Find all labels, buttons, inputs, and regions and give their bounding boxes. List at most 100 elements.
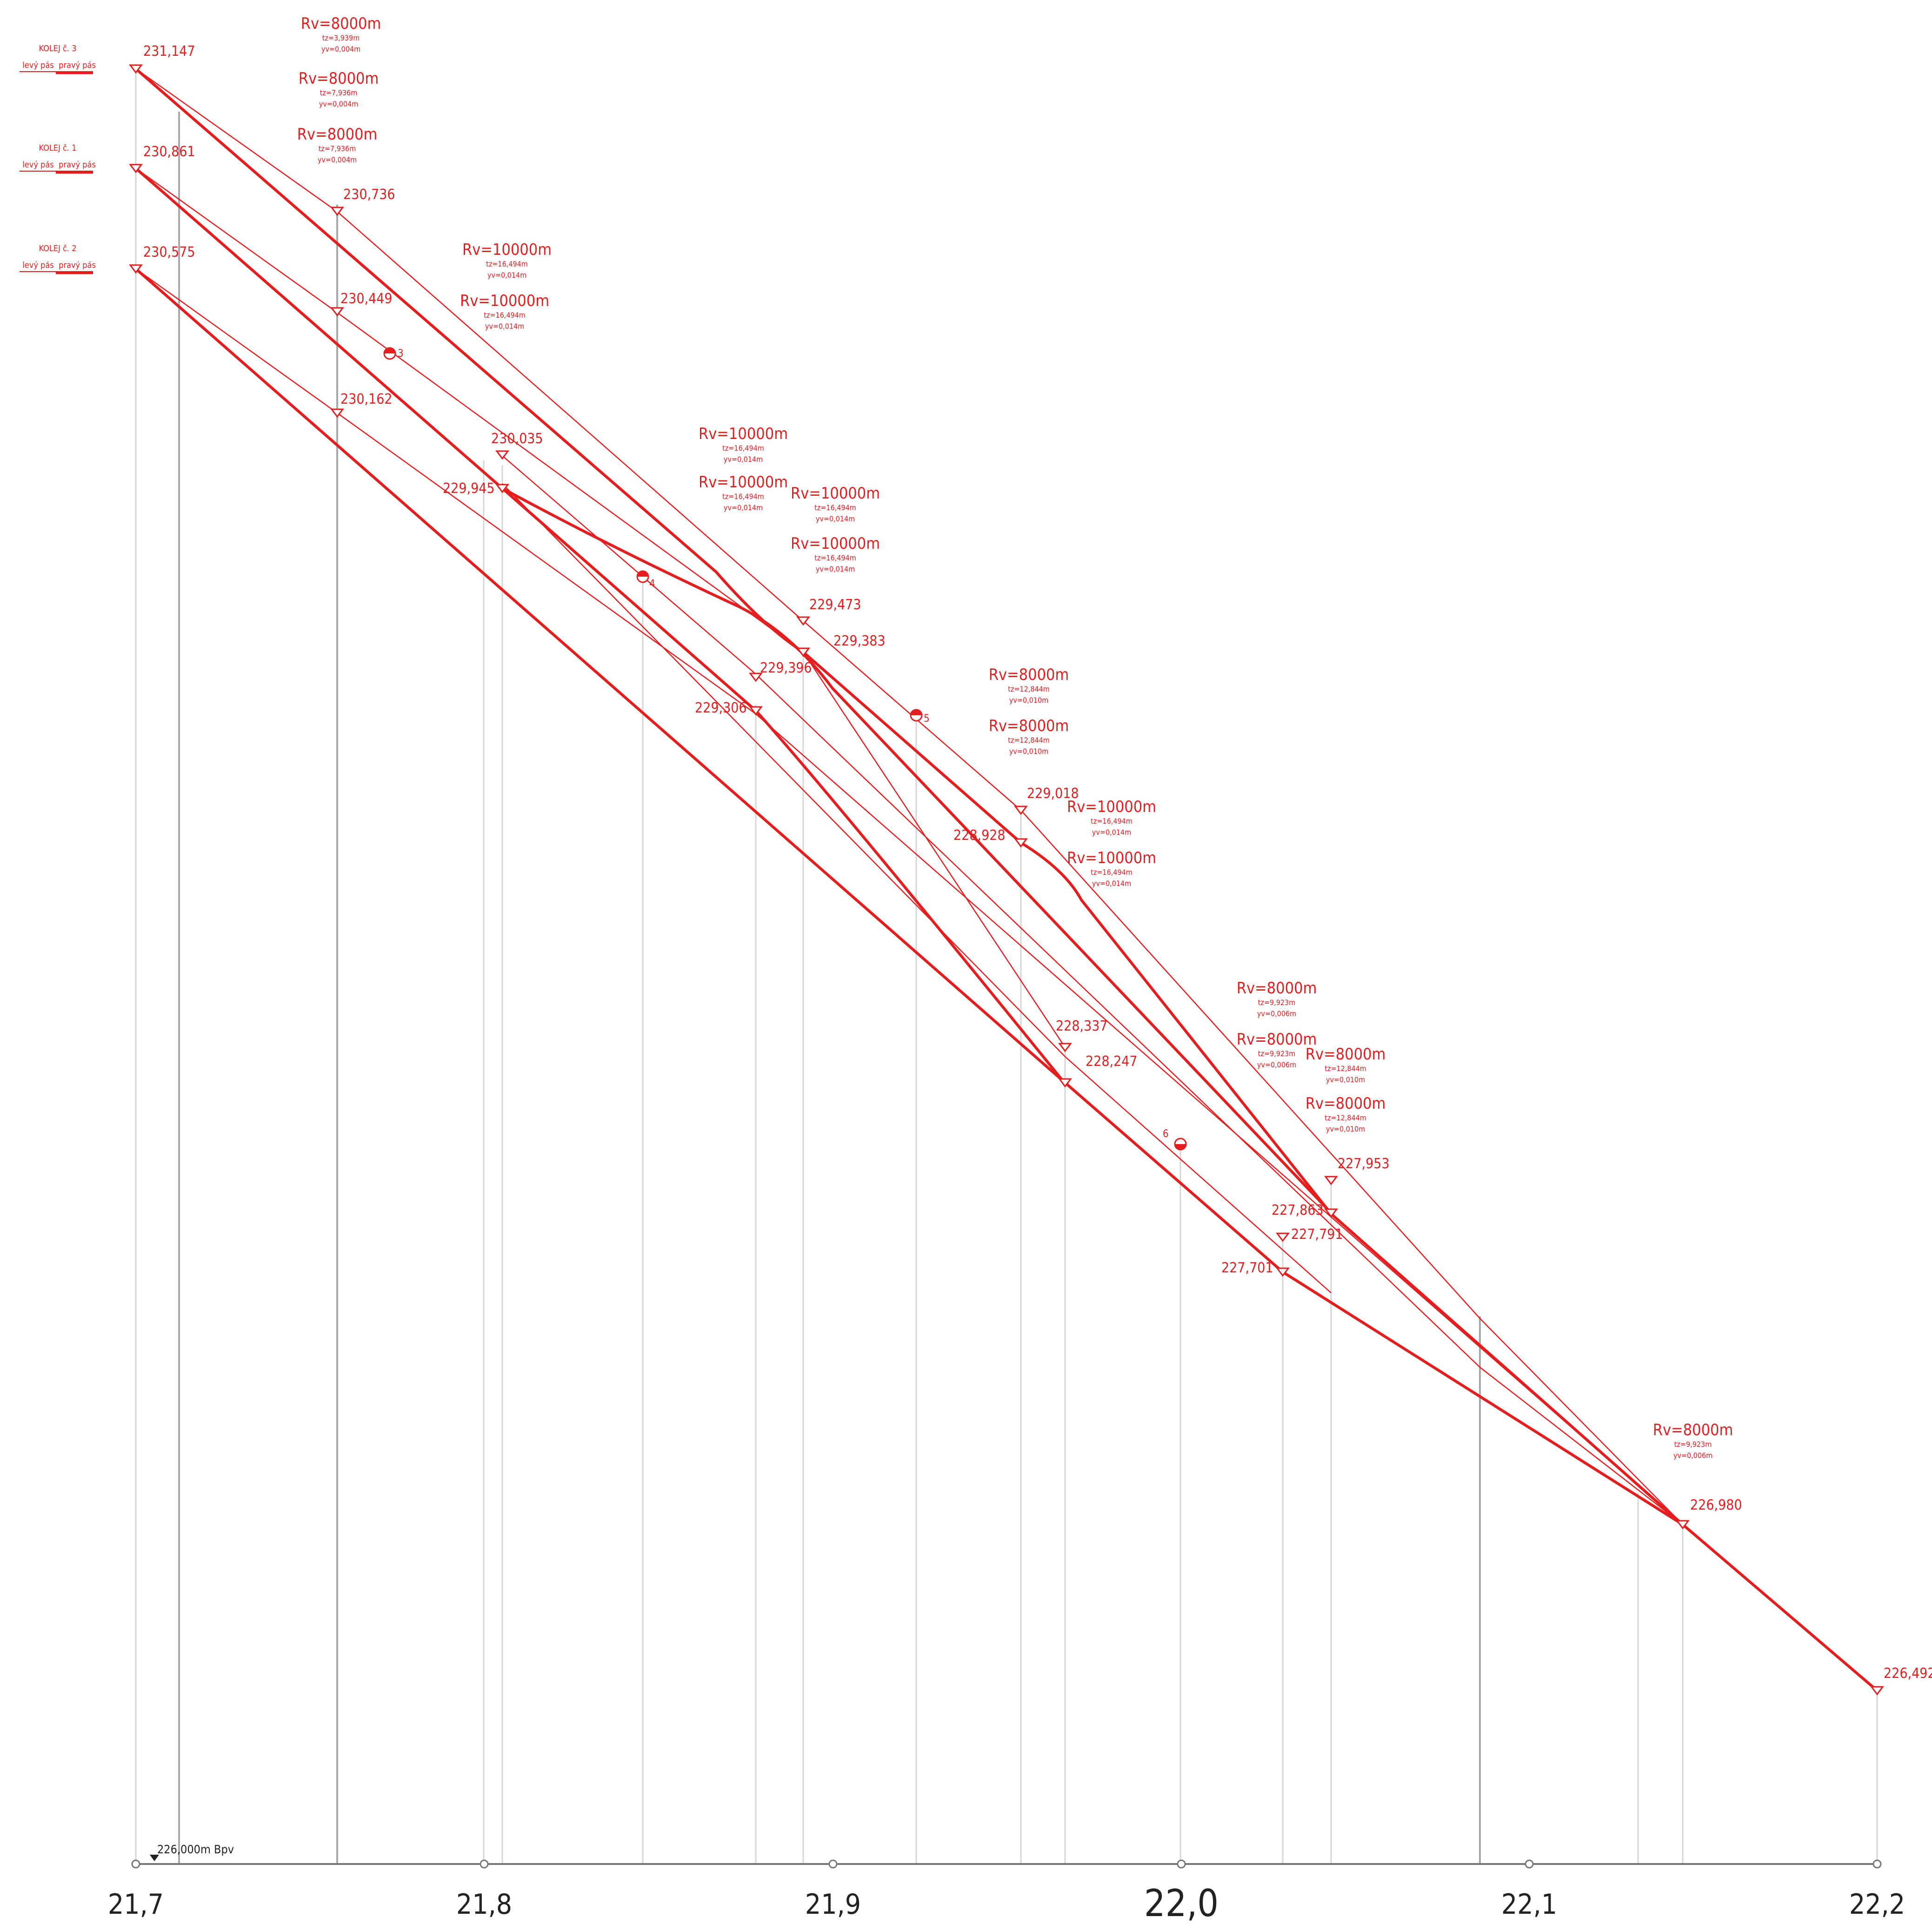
svg-text:tz=16,494m: tz=16,494m xyxy=(814,503,856,512)
svg-text:Rv=8000m: Rv=8000m xyxy=(1237,1030,1317,1049)
elevation-label: 227,791 xyxy=(1291,1226,1343,1243)
svg-text:Rv=10000m: Rv=10000m xyxy=(1067,849,1156,867)
svg-text:tz=9,923m: tz=9,923m xyxy=(1258,1049,1295,1058)
datum-triangle xyxy=(150,1855,159,1861)
elevation-triangle xyxy=(1058,1078,1072,1088)
curve-label: Rv=10000m tz=16,494m yv=0,014m xyxy=(699,473,788,512)
svg-text:yv=0,006m: yv=0,006m xyxy=(1673,1451,1712,1460)
svg-text:yv=0,010m: yv=0,010m xyxy=(1009,696,1048,705)
elevation-triangle xyxy=(749,706,763,716)
axis-tick-label: 21,8 xyxy=(456,1888,512,1921)
svg-text:tz=12,844m: tz=12,844m xyxy=(1008,685,1050,693)
datum-label: 226,000m Bpv xyxy=(157,1843,234,1856)
elevation-triangle xyxy=(129,64,143,74)
svg-text:yv=0,004m: yv=0,004m xyxy=(321,45,360,53)
track-name: KOLEJ č. 1 xyxy=(39,143,76,153)
elevation-triangle xyxy=(1870,1686,1884,1696)
curve-label: Rv=10000m tz=16,494m yv=0,014m xyxy=(460,292,549,331)
track-left-rail: levý pás xyxy=(22,60,53,70)
svg-text:Rv=8000m: Rv=8000m xyxy=(301,14,381,33)
track-title-3: KOLEJ č. 3 levý pás pravý pás 231,147 xyxy=(20,43,195,74)
elevation-triangle xyxy=(330,206,344,216)
curve-label: Rv=10000m tz=16,494m yv=0,014m xyxy=(791,534,880,573)
km-marker-label: 4 xyxy=(649,578,655,590)
svg-text:yv=0,014m: yv=0,014m xyxy=(724,503,763,512)
svg-text:tz=12,844m: tz=12,844m xyxy=(1325,1113,1366,1122)
km-marker-label: 5 xyxy=(924,713,930,725)
curve-label: Rv=10000m tz=16,494m yv=0,014m xyxy=(1067,798,1156,837)
svg-text:Rv=8000m: Rv=8000m xyxy=(297,125,378,144)
svg-text:tz=16,494m: tz=16,494m xyxy=(484,311,526,320)
svg-text:yv=0,014m: yv=0,014m xyxy=(1092,879,1131,888)
svg-text:Rv=8000m: Rv=8000m xyxy=(1306,1045,1386,1064)
station-grid-strong xyxy=(178,112,1481,1864)
svg-text:yv=0,010m: yv=0,010m xyxy=(1009,747,1048,756)
svg-text:tz=9,923m: tz=9,923m xyxy=(1674,1440,1712,1449)
svg-text:Rv=10000m: Rv=10000m xyxy=(699,425,788,443)
track-name: KOLEJ č. 2 xyxy=(39,244,76,253)
axis-tick-label: 22,2 xyxy=(1849,1888,1905,1921)
axis-node xyxy=(1525,1859,1534,1869)
elevation-triangle xyxy=(330,307,344,317)
elevation-label: 226,492 xyxy=(1884,1665,1932,1682)
elevation-label: 228,337 xyxy=(1056,1018,1108,1034)
elevation-label: 226,980 xyxy=(1690,1497,1742,1513)
svg-text:tz=16,494m: tz=16,494m xyxy=(722,492,764,501)
elevation-labels: 230,736 230,449 230,162 230,035 229,945 … xyxy=(340,186,1932,1682)
elevation-label: 229,396 xyxy=(760,660,812,676)
tangent-track-1b xyxy=(502,455,1683,1525)
elevation-label: 228,247 xyxy=(1086,1053,1138,1070)
axis-node xyxy=(1177,1859,1186,1869)
elevation-triangle xyxy=(796,616,810,626)
axis-tick-label: 22,1 xyxy=(1501,1888,1557,1921)
axis-tick-label: 21,9 xyxy=(805,1888,861,1921)
svg-text:tz=7,936m: tz=7,936m xyxy=(319,144,356,153)
svg-text:Rv=8000m: Rv=8000m xyxy=(1237,979,1317,998)
km-marker-label: 3 xyxy=(398,348,404,360)
elevation-triangle xyxy=(796,647,810,657)
elevation-label: 229,383 xyxy=(833,633,886,649)
curve-label: Rv=8000m tz=12,844m yv=0,010m xyxy=(989,717,1069,756)
km-marker: 5 xyxy=(910,709,930,725)
svg-text:tz=16,494m: tz=16,494m xyxy=(814,553,856,562)
tangent-track-1 xyxy=(135,167,1066,1048)
svg-text:yv=0,006m: yv=0,006m xyxy=(1257,1009,1296,1018)
elevation-label: 227,701 xyxy=(1221,1260,1273,1276)
svg-text:tz=16,494m: tz=16,494m xyxy=(722,444,764,453)
svg-text:tz=12,844m: tz=12,844m xyxy=(1325,1064,1366,1073)
track-right-rail: pravý pás xyxy=(59,60,96,70)
km-markers: 3 4 5 6 xyxy=(383,347,1187,1151)
axis-node xyxy=(480,1859,489,1869)
elevation-triangle xyxy=(1676,1520,1690,1530)
svg-text:yv=0,010m: yv=0,010m xyxy=(1326,1125,1365,1133)
curve-label: Rv=10000m tz=16,494m yv=0,014m xyxy=(462,240,552,280)
svg-text:yv=0,014m: yv=0,014m xyxy=(816,514,855,523)
svg-text:Rv=10000m: Rv=10000m xyxy=(699,473,788,492)
km-marker: 6 xyxy=(1163,1128,1187,1151)
svg-text:Rv=8000m: Rv=8000m xyxy=(1306,1094,1386,1113)
elevation-label: 229,945 xyxy=(443,480,495,497)
track-titles: KOLEJ č. 3 levý pás pravý pás 231,147 KO… xyxy=(20,43,195,274)
svg-text:Rv=10000m: Rv=10000m xyxy=(791,534,880,553)
svg-text:Rv=8000m: Rv=8000m xyxy=(989,717,1069,735)
elevation-triangle xyxy=(330,408,344,418)
svg-text:tz=7,936m: tz=7,936m xyxy=(320,88,357,97)
elevation-label: 229,306 xyxy=(695,700,747,716)
distance-axis: 226,000m Bpv 21,7 21,8 21,9 22,0 22,1 22… xyxy=(108,1843,1905,1924)
svg-text:yv=0,014m: yv=0,014m xyxy=(816,565,855,573)
profile-lines xyxy=(135,67,1878,1692)
tangent-track-3 xyxy=(135,68,1683,1525)
elevation-triangle xyxy=(1324,1176,1338,1185)
elevation-triangle xyxy=(749,672,763,682)
elevation-label: 229,473 xyxy=(809,597,861,613)
curve-label: Rv=8000m tz=12,844m yv=0,010m xyxy=(1306,1094,1386,1133)
elevation-triangle xyxy=(129,264,143,274)
svg-text:Rv=8000m: Rv=8000m xyxy=(1653,1421,1733,1439)
svg-text:yv=0,014m: yv=0,014m xyxy=(485,322,524,331)
curve-label: Rv=8000m tz=12,844m yv=0,010m xyxy=(989,666,1069,705)
profile-track-3 xyxy=(135,67,1684,1526)
elevation-label: 230,736 xyxy=(343,186,395,203)
start-elevation: 230,575 xyxy=(143,244,195,260)
elevation-triangle xyxy=(129,164,143,173)
